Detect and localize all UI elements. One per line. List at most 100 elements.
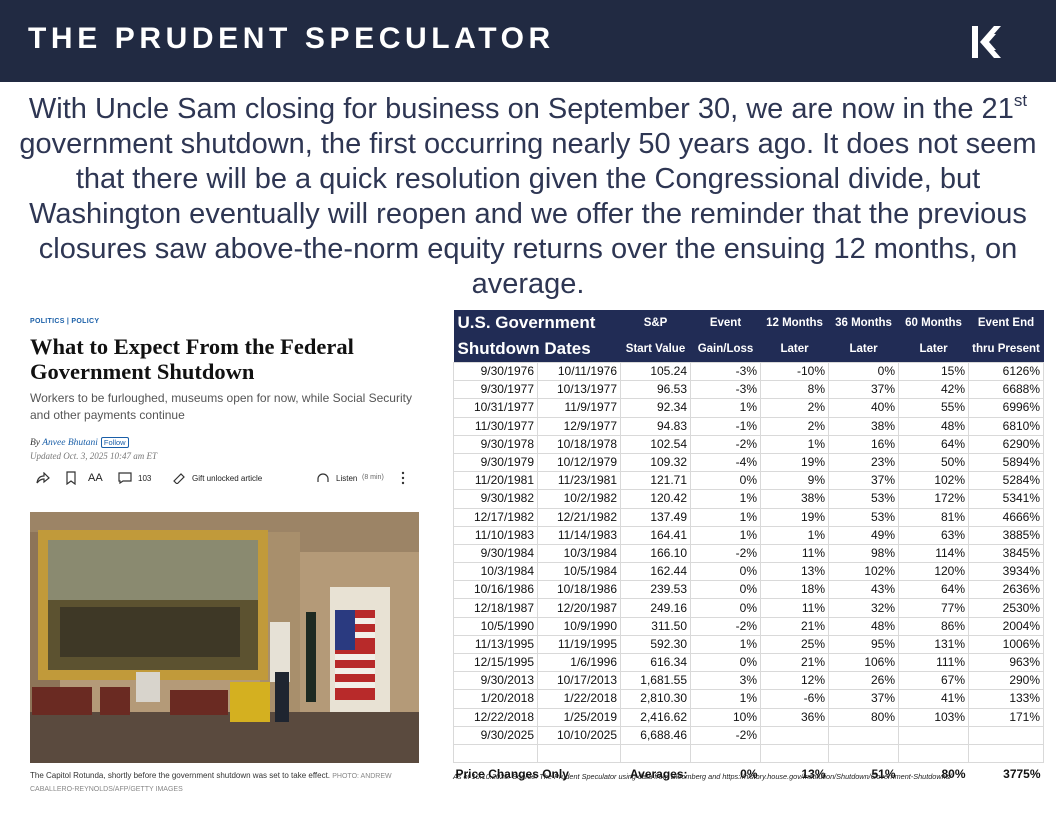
data-cell: 1,681.55	[620, 671, 692, 691]
data-cell: 16%	[828, 434, 900, 454]
data-cell: 311.50	[620, 616, 692, 636]
data-cell: 0%	[690, 598, 762, 618]
table-footnote: As of 10.10.2025. Source: The Prudent Sp…	[453, 772, 952, 781]
data-cell: 38%	[828, 416, 900, 436]
data-cell: 10/16/1986	[453, 580, 538, 600]
data-cell: 37%	[828, 471, 900, 491]
data-cell: 133%	[968, 689, 1045, 709]
gift-link[interactable]: Gift unlocked article	[192, 474, 263, 483]
data-cell: 1%	[690, 634, 762, 655]
data-cell: 0%	[690, 471, 762, 491]
data-cell: 105.24	[620, 361, 692, 382]
data-cell: 103%	[898, 707, 970, 727]
header-cell: 36 Months	[828, 310, 899, 336]
data-cell: 77%	[898, 598, 970, 618]
data-cell: 26%	[828, 671, 900, 691]
follow-button[interactable]: Follow	[100, 437, 129, 448]
data-cell: 37%	[828, 689, 900, 709]
data-cell: 10/31/1977	[453, 398, 538, 418]
data-cell: 1%	[760, 434, 830, 454]
listen-icon[interactable]	[316, 472, 330, 484]
data-cell: 10/12/1979	[536, 452, 622, 473]
font-size-icon[interactable]: AA	[88, 472, 103, 484]
data-cell: 1%	[690, 398, 762, 418]
caption-text: The Capitol Rotunda, shortly before the …	[30, 771, 331, 780]
data-cell: 1006%	[968, 634, 1045, 655]
comment-icon[interactable]	[118, 472, 132, 484]
empty-cell	[536, 743, 622, 764]
data-cell: 2,416.62	[620, 707, 692, 727]
data-cell: 592.30	[620, 634, 692, 655]
intro-superscript: st	[1013, 91, 1028, 110]
comment-count[interactable]: 103	[138, 474, 152, 483]
data-cell: 9/30/1976	[453, 361, 538, 382]
summary-cell: 0%	[740, 766, 758, 781]
empty-cell	[828, 743, 900, 764]
data-cell: -1%	[690, 416, 762, 436]
data-row: 10/5/1990 10/9/1990 311.50 -2% 21% 48% 86% 2004…	[453, 616, 1045, 636]
header-bar: THE PRUDENT SPECULATOR	[0, 0, 1056, 82]
data-row: 11/13/1995 11/19/1995 592.30 1% 25% 95% 131% 10…	[453, 634, 1045, 655]
data-cell: 18%	[760, 580, 830, 600]
data-cell: 166.10	[620, 543, 692, 564]
empty-cell	[453, 743, 538, 764]
data-cell: 10/17/2013	[536, 671, 622, 691]
empty-cell	[620, 743, 692, 764]
data-cell: 2530%	[968, 598, 1045, 618]
data-cell: 98%	[828, 543, 900, 564]
header-cell: 12 Months	[760, 310, 829, 336]
data-cell: 10/5/1984	[536, 562, 622, 582]
empty-cell	[828, 725, 900, 745]
summary-cell: 13%	[801, 766, 826, 781]
empty-cell	[760, 725, 830, 745]
data-cell: 0%	[690, 652, 762, 673]
data-row: 9/30/2025 10/10/2025 6,688.46 -2%	[453, 725, 1045, 745]
data-cell: 6126%	[968, 361, 1045, 382]
data-cell: 23%	[828, 452, 900, 473]
article-dek: Workers to be furloughed, museums open f…	[30, 391, 412, 422]
data-cell: 10/2/1982	[536, 489, 622, 509]
data-cell: 10/3/1984	[536, 543, 622, 564]
empty-cell	[760, 743, 830, 764]
data-row: 9/30/1977 10/13/1977 96.53 -3% 8% 37% 42% 6688%	[453, 380, 1045, 400]
listen-label[interactable]: Listen	[336, 474, 358, 483]
shutdown-table: U.S. Government S&P Event 12 Months 36 Month…	[453, 310, 1045, 785]
article-photo	[30, 512, 419, 763]
data-cell: 9%	[760, 471, 830, 491]
data-row: 10/31/1977 11/9/1977 92.34 1% 2% 40% 55% 6996%	[453, 398, 1045, 418]
by: By	[30, 438, 41, 448]
data-cell: 11/20/1981	[453, 471, 538, 491]
data-cell: 120.42	[620, 489, 692, 509]
data-cell: 1/6/1996	[536, 652, 622, 673]
data-cell: 63%	[898, 525, 970, 545]
data-cell: 1%	[690, 525, 762, 545]
data-cell: 64%	[898, 434, 970, 454]
data-cell: 41%	[898, 689, 970, 709]
data-cell: -4%	[690, 452, 762, 473]
data-row: 9/30/1978 10/18/1978 102.54 -2% 1% 16% 64% 6290…	[453, 434, 1045, 454]
data-cell: 37%	[828, 380, 900, 400]
data-cell: -3%	[690, 361, 762, 382]
author[interactable]: Anvee Bhutani	[42, 438, 98, 448]
gift-icon[interactable]	[172, 472, 186, 484]
data-row: 9/30/1984 10/3/1984 166.10 -2% 11% 98% 114% 384…	[453, 543, 1045, 564]
data-cell: 249.16	[620, 598, 692, 618]
article-screenshot: POLITICS | POLICY What to Expect From th…	[30, 318, 422, 793]
data-cell: 10/13/1977	[536, 380, 622, 400]
data-cell: 67%	[898, 671, 970, 691]
header-cell: S&P	[620, 310, 691, 336]
data-cell: 10%	[690, 707, 762, 727]
data-row: 9/30/1976 10/11/1976 105.24 -3% -10% 0% 15% 612…	[453, 361, 1045, 382]
more-icon[interactable]	[400, 471, 406, 485]
data-cell: 25%	[760, 634, 830, 655]
header-cell: Later	[828, 336, 899, 363]
data-cell: -10%	[760, 361, 830, 382]
data-cell: 12/15/1995	[453, 652, 538, 673]
data-row: 11/20/1981 11/23/1981 121.71 0% 9% 37% 102% 528…	[453, 471, 1045, 491]
save-icon[interactable]	[66, 471, 76, 485]
data-cell: 1%	[760, 525, 830, 545]
share-icon[interactable]	[36, 472, 50, 484]
data-cell: 21%	[760, 652, 830, 673]
data-cell: 111%	[898, 652, 970, 673]
